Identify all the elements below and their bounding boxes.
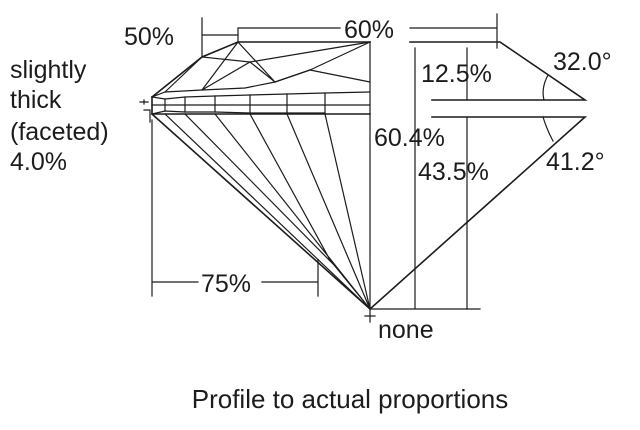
crown-angle-arc xyxy=(542,74,549,101)
star-facet-lines xyxy=(164,41,371,93)
pavilion-facet-lines xyxy=(164,41,371,310)
crown-angle-label: 32.0° xyxy=(553,48,612,76)
diagram-caption: Profile to actual proportions xyxy=(192,384,509,414)
pavilion-depth-label: 43.5% xyxy=(418,158,489,186)
girdle-marker xyxy=(139,99,151,123)
girdle-upper-bevels xyxy=(151,91,371,115)
table-label: 60% xyxy=(344,16,394,44)
right-crown-profile xyxy=(409,41,588,101)
culet-label: none xyxy=(378,316,434,344)
star-label: 50% xyxy=(124,23,174,51)
upper-girdle-facets xyxy=(151,69,371,98)
pavilion-facets xyxy=(164,41,371,310)
right-pavilion-profile xyxy=(368,116,588,311)
lower-half-dimension xyxy=(151,119,319,297)
crown-facets xyxy=(151,41,371,115)
girdle-label-line-3: (faceted) xyxy=(10,118,109,146)
pavilion-left-edge xyxy=(150,112,372,311)
dimension-lines xyxy=(139,13,498,323)
crown-height-label: 12.5% xyxy=(421,60,492,88)
culet-marker xyxy=(364,308,376,323)
pavilion-angle-label: 41.2° xyxy=(546,148,605,176)
pavilion-angle-arc xyxy=(542,116,554,142)
crown-outline xyxy=(150,41,371,99)
right-profile xyxy=(368,41,588,311)
girdle-label-line-1: slightly xyxy=(10,56,87,84)
lower-half-label: 75% xyxy=(201,270,251,298)
star-dimension xyxy=(201,17,239,58)
girdle-label-line-2: thick xyxy=(10,86,62,114)
girdle-facet-ticks xyxy=(164,92,326,114)
girdle-percent-label: 4.0% xyxy=(10,148,67,176)
total-depth-label: 60.4% xyxy=(374,124,445,152)
total-depth-dimension xyxy=(369,47,481,310)
